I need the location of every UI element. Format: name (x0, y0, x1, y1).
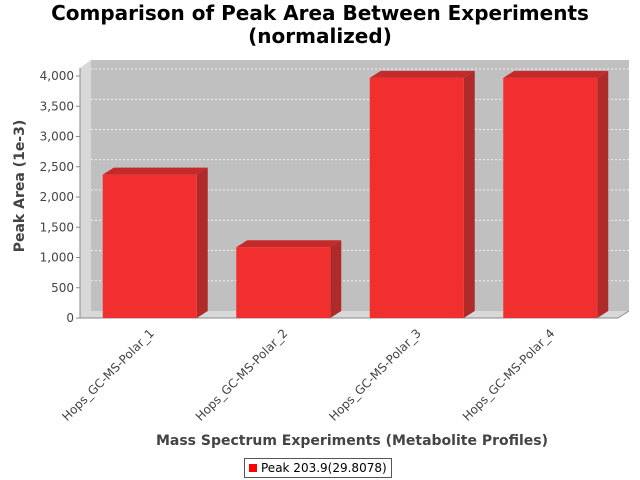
legend-swatch (249, 464, 257, 472)
bar-top (503, 70, 609, 78)
bar-front (503, 77, 598, 318)
x-tick-label: Hops_GC-MS-Polar_2 (193, 326, 291, 424)
bar-side (463, 70, 475, 318)
legend-label: Peak 203.9(29.8078) (261, 461, 387, 475)
bar-side (196, 167, 208, 318)
bar (503, 70, 609, 318)
x-axis: Hops_GC-MS-Polar_1 Hops_GC-MS-Polar_2 Hops… (59, 326, 557, 424)
x-tick-label: Hops_GC-MS-Polar_4 (460, 326, 558, 424)
y-tick-label: 2,000 (40, 190, 74, 204)
bar-front (369, 77, 464, 318)
chart-title: Comparison of Peak Area Between Experime… (0, 2, 640, 48)
bar (236, 240, 342, 318)
y-tick-label: 1,500 (40, 220, 74, 234)
x-tick-label: Hops_GC-MS-Polar_1 (59, 326, 157, 424)
bar-top (102, 167, 208, 175)
y-axis-label: Peak Area (1e-3) (12, 120, 28, 253)
y-tick-label: 4,000 (40, 69, 74, 83)
plot-floor (80, 311, 629, 318)
chart-title-line-2: (normalized) (248, 24, 392, 48)
y-tick-label: 2,500 (40, 160, 74, 174)
y-tick-label: 3,500 (40, 99, 74, 113)
bar-top (236, 240, 342, 248)
chart-title-line-1: Comparison of Peak Area Between Experime… (51, 1, 589, 25)
bar-top (369, 70, 475, 78)
y-tick-label: 1,000 (40, 251, 74, 265)
x-axis-label: Mass Spectrum Experiments (Metabolite Pr… (156, 433, 548, 449)
plot-side-wall (80, 60, 91, 318)
x-tick-label: Hops_GC-MS-Polar_3 (326, 326, 424, 424)
legend: Peak 203.9(29.8078) (244, 458, 392, 478)
bar-side (597, 70, 609, 318)
y-tick-label: 0 (66, 311, 74, 325)
y-axis: 0 500 1,000 1,500 2,000 2,500 3,000 3,500 4,000 (40, 68, 81, 325)
y-tick-label: 3,000 (40, 130, 74, 144)
bar-front (102, 174, 197, 318)
bar (102, 167, 208, 318)
bar-side (330, 240, 342, 318)
bar-front (236, 247, 331, 318)
bar (369, 70, 475, 318)
floor-right-edge (617, 310, 630, 319)
bars (102, 70, 609, 318)
y-tick-label: 500 (51, 281, 74, 295)
